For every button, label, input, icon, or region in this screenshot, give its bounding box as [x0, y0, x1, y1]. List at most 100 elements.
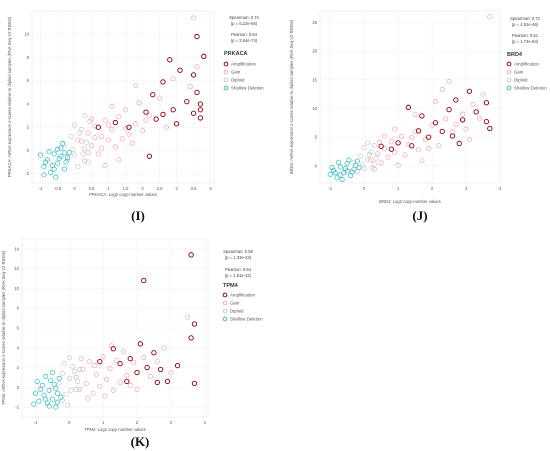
point-shallow-deletion: [54, 390, 61, 396]
point-gain: [432, 99, 439, 105]
y-tick-label: 10: [24, 32, 29, 37]
point-amplification: [127, 356, 133, 362]
point-amplification: [194, 89, 200, 96]
x-ticks: -1 0 1 2 3 4: [34, 420, 207, 425]
x-ticks: -1 -0.5 0 0.5 1 1.5 2 2.5 3 3.5 4: [39, 186, 213, 191]
point-amplification: [453, 97, 459, 103]
point-amplification: [151, 350, 157, 356]
legend-label-amplification: Amplification: [231, 62, 256, 67]
point-diploid: [56, 380, 62, 386]
point-diploid: [71, 152, 78, 158]
point-shallow-deletion: [339, 177, 345, 183]
legend-marker-amplification: [222, 292, 228, 298]
point-gain: [134, 386, 140, 392]
point-diploid: [85, 159, 91, 165]
point-diploid: [65, 402, 71, 408]
point-amplification: [174, 362, 181, 369]
pearson-p-value: (p = 1.74e-84): [512, 39, 539, 44]
x-tick-label: 4: [209, 186, 212, 191]
x-axis-title: TPM4: Log2 copy-number values: [84, 427, 146, 432]
y-tick-label: 6: [17, 326, 20, 331]
point-gain: [83, 380, 89, 386]
point-gain: [154, 359, 160, 365]
point-diploid: [71, 368, 77, 375]
legend-label-gain: Gain: [231, 70, 241, 75]
legend-label-gain: Gain: [514, 70, 524, 75]
point-gain: [103, 376, 110, 382]
point-amplification: [153, 116, 159, 122]
y-axis-title: TPM4: mRNA expression z-scores relative …: [1, 250, 6, 405]
point-gain: [470, 101, 476, 108]
point-shallow-deletion: [36, 398, 42, 404]
point-amplification: [197, 101, 204, 107]
x-tick-label: 3: [175, 186, 178, 191]
point-gain: [102, 117, 108, 123]
point-amplification: [426, 134, 432, 140]
legend-label-diploid: Diploid: [514, 78, 528, 83]
legend-label-shallow-deletion: Shallow Deletion: [231, 86, 264, 91]
point-gain: [116, 157, 122, 163]
point-diploid: [82, 145, 88, 151]
point-gain: [73, 374, 79, 380]
point-gain: [120, 349, 127, 355]
x-axis-title: PRKACA: Log2 copy-number values: [89, 192, 157, 197]
point-amplification: [146, 153, 153, 159]
point-amplification: [201, 53, 207, 59]
y-ticks: 0 5 10 15 20 25: [312, 20, 317, 168]
point-amplification: [388, 146, 394, 152]
point-diploid: [60, 370, 66, 377]
point-gain: [147, 373, 154, 380]
point-gain: [477, 115, 483, 121]
point-gain: [371, 166, 377, 172]
point-shallow-deletion: [53, 174, 59, 180]
point-gain: [85, 150, 91, 156]
point-shallow-deletion: [329, 164, 335, 171]
point-gain: [463, 126, 469, 132]
x-tick-label: 2: [431, 186, 434, 191]
point-gain: [436, 143, 442, 149]
point-diploid: [63, 391, 69, 397]
x-tick-label: 4: [203, 420, 206, 425]
point-gain: [460, 111, 466, 117]
x-tick-label: 1: [397, 186, 400, 191]
legend: Amplification Gain Diploid Shallow Deletion: [506, 62, 547, 91]
point-gain: [82, 158, 88, 164]
spearman-value: Spearman: 0.58: [223, 249, 253, 254]
point-gain: [133, 82, 139, 88]
point-gain: [412, 128, 418, 134]
spearman-p-value: (p = 4.51e-46): [512, 22, 539, 27]
point-amplification: [141, 277, 147, 284]
x-tick-label: -0.5: [54, 186, 62, 191]
point-gain: [87, 359, 93, 365]
point-gain: [392, 126, 398, 132]
x-tick-label: 4: [499, 186, 502, 191]
legend-label-amplification: Amplification: [514, 62, 539, 67]
point-shallow-deletion: [332, 170, 338, 176]
point-gain: [392, 150, 398, 156]
data-points: [31, 252, 198, 410]
point-gain: [80, 366, 86, 373]
legend-marker-shallow-deletion: [223, 85, 229, 91]
point-gain: [487, 14, 493, 20]
x-tick-label: 0: [68, 420, 71, 425]
point-shallow-deletion: [336, 159, 342, 165]
point-shallow-deletion: [41, 164, 47, 170]
point-shallow-deletion: [51, 151, 57, 157]
point-amplification: [188, 335, 194, 341]
point-diploid: [70, 364, 76, 370]
legend-label-amplification: Amplification: [230, 293, 255, 298]
point-gain: [110, 387, 116, 393]
point-shallow-deletion: [43, 396, 49, 402]
panel-background: [0, 225, 275, 451]
point-amplification: [143, 109, 149, 115]
point-shallow-deletion: [49, 369, 55, 376]
point-amplification: [126, 124, 132, 130]
legend-marker-shallow-deletion: [222, 316, 228, 322]
point-gain: [78, 138, 84, 144]
grid: [32, 11, 214, 183]
point-shallow-deletion: [344, 168, 350, 174]
point-gain: [99, 133, 105, 140]
point-amplification: [419, 113, 425, 119]
panel-background: [0, 0, 275, 225]
